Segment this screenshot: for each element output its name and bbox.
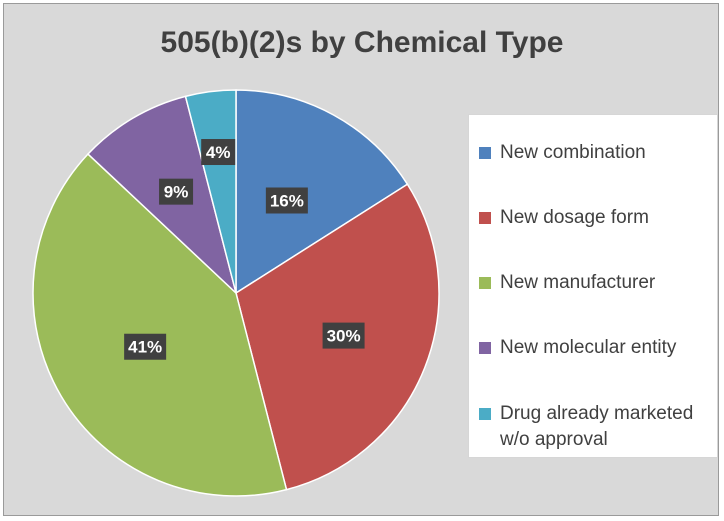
legend-swatch [479,212,491,224]
data-label: 16% [265,187,308,214]
chart-title: 505(b)(2)s by Chemical Type [160,26,564,59]
data-label-box [201,139,236,166]
legend-item-new-manufacturer: New manufacturer [479,270,655,296]
legend-swatch [479,408,491,420]
data-label-box [265,187,308,214]
legend-label: New combination [500,142,646,163]
data-label-text: 41% [128,338,162,357]
data-label-text: 9% [164,183,189,202]
legend-swatch [479,342,491,354]
pie-chart: 16% 30% 41% 9% 4% [32,89,440,497]
pie-slice-new-manufacturer [32,152,288,497]
legend-label: New molecular entity [500,337,677,358]
legend: New combination New dosage form New manu… [468,114,718,458]
data-label-text: 30% [327,327,361,346]
data-label-box [159,178,194,205]
legend-swatch [479,277,491,289]
data-label-text: 16% [270,191,304,210]
legend-item-new-dosage-form: New dosage form [479,205,649,231]
data-label: 30% [322,322,365,349]
legend-item-new-molecular-entity: New molecular entity [479,335,676,361]
data-label: 4% [201,139,236,166]
legend-swatch [479,147,491,159]
legend-item-drug-already-marketed: Drug already marketed w/o approval [479,401,693,453]
legend-label: New manufacturer [500,272,656,293]
legend-item-new-combination: New combination [479,140,646,166]
data-label-text: 4% [206,143,231,162]
data-label-box [124,333,167,360]
data-label: 41% [124,333,167,360]
chart-area: 505(b)(2)s by Chemical Type 16% 30% 41% 9% 4… [3,3,719,516]
legend-label: New dosage form [500,207,649,228]
legend-label: Drug already marketed w/o approval [500,403,694,450]
data-label-box [322,322,365,349]
data-label: 9% [159,178,194,205]
pie-slice-new-combination [235,89,409,295]
